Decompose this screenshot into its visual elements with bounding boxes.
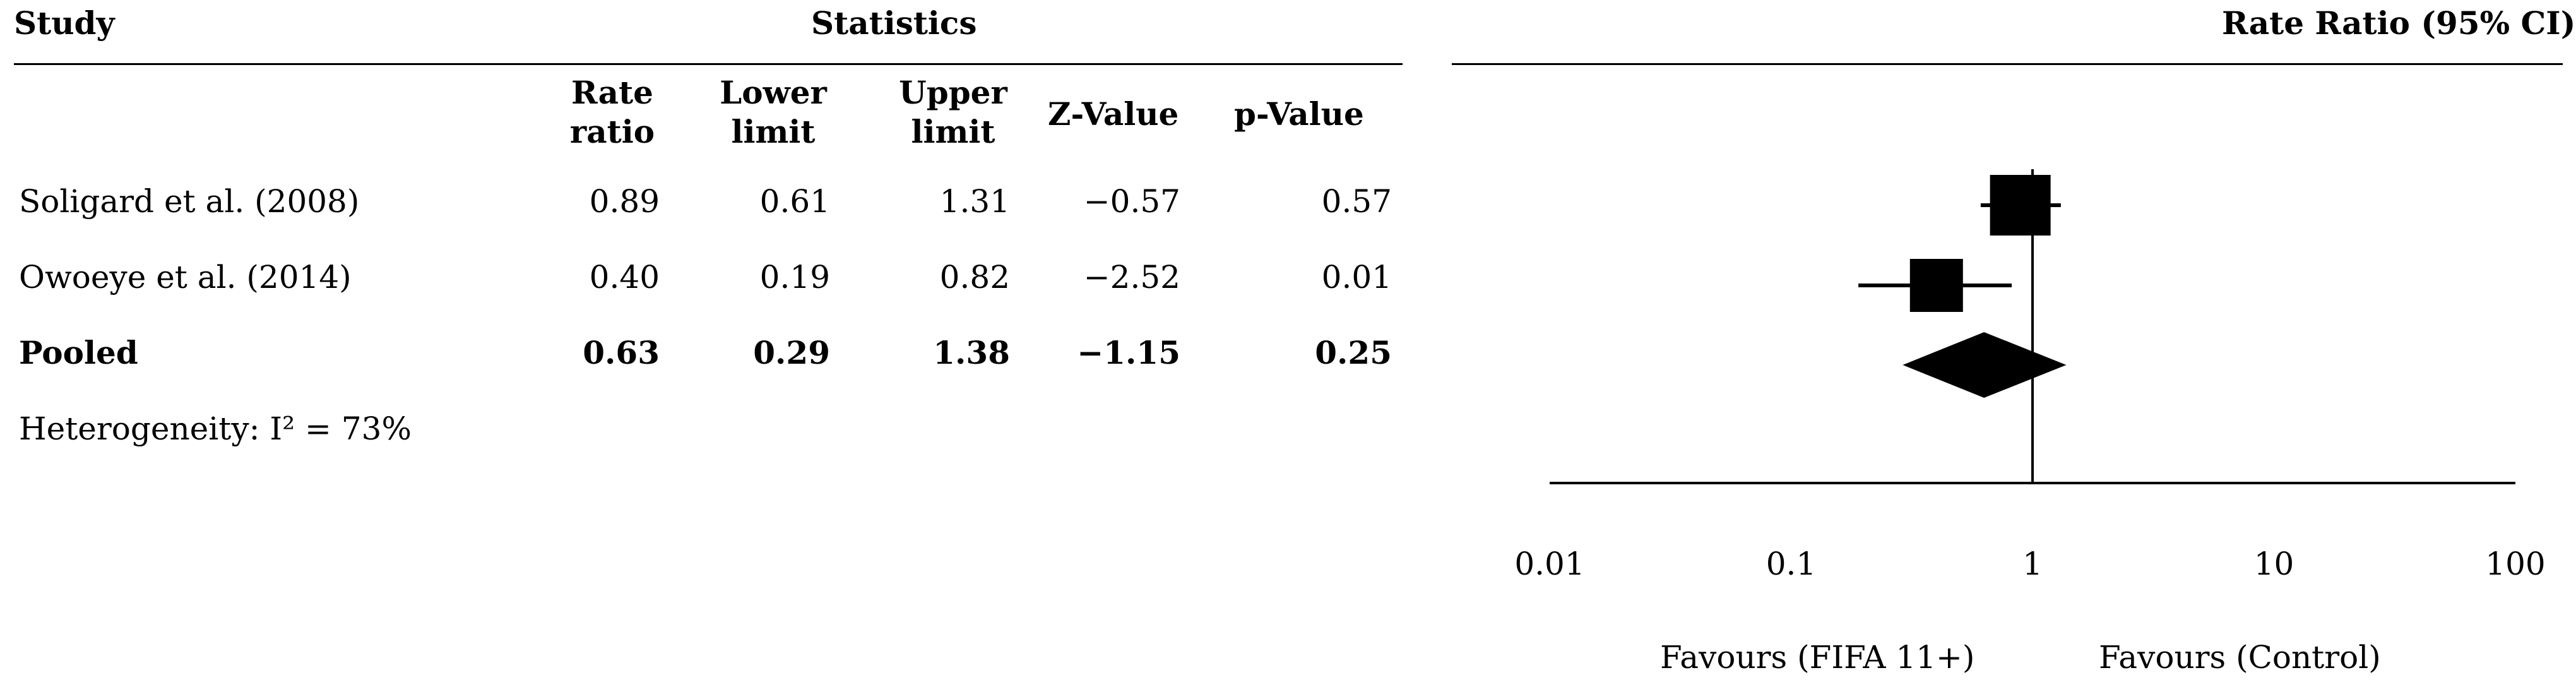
favours-left-label: Favours (FIFA 11+) bbox=[1660, 639, 1975, 676]
heterogeneity-note: Heterogeneity: I² = 73% bbox=[19, 410, 412, 447]
col-header-lower-limit-l2: limit bbox=[731, 113, 816, 150]
col-header-lower-limit: Lower limit bbox=[710, 73, 836, 152]
pooled-rate-ratio: 0.63 bbox=[583, 334, 660, 371]
x-tick-label: 0.01 bbox=[1514, 546, 1584, 582]
study-label: Owoeye et al. (2014) bbox=[19, 259, 352, 296]
x-tick-label: 100 bbox=[2485, 546, 2545, 582]
pooled-z-value: −1.15 bbox=[1077, 334, 1180, 371]
col-header-rate-ratio-l1: Rate bbox=[571, 74, 653, 111]
pooled-lower-limit: 0.29 bbox=[753, 334, 830, 371]
statistics-header: Statistics bbox=[811, 4, 977, 42]
col-header-upper-limit-l1: Upper bbox=[899, 74, 1007, 111]
col-header-upper-limit: Upper limit bbox=[890, 73, 1016, 152]
z-value: −2.52 bbox=[1083, 259, 1180, 296]
header-rule-right bbox=[1452, 63, 2563, 65]
study-column-header: Study bbox=[14, 4, 115, 42]
x-tick-label: 10 bbox=[2254, 546, 2294, 582]
x-tick-label: 0.1 bbox=[1766, 546, 1817, 582]
study-marker-square bbox=[1990, 175, 2051, 236]
p-value: 0.01 bbox=[1321, 259, 1392, 296]
z-value: −0.57 bbox=[1083, 183, 1180, 220]
study-marker-square bbox=[1909, 259, 1963, 312]
pooled-diamond bbox=[1902, 332, 2067, 398]
x-tick-label: 1 bbox=[2022, 546, 2043, 582]
pooled-label: Pooled bbox=[19, 334, 138, 371]
pooled-upper-limit: 1.38 bbox=[933, 334, 1010, 371]
col-header-upper-limit-l2: limit bbox=[911, 113, 995, 150]
header-rule-left bbox=[14, 63, 1403, 65]
col-header-rate-ratio-l2: ratio bbox=[569, 113, 655, 150]
favours-right-label: Favours (Control) bbox=[2099, 639, 2381, 676]
pooled-p-value: 0.25 bbox=[1315, 334, 1392, 371]
lower-limit-value: 0.61 bbox=[759, 183, 830, 220]
p-value: 0.57 bbox=[1321, 183, 1392, 220]
chart-title: Rate Ratio (95% CI) bbox=[2222, 4, 2576, 42]
rate-ratio-value: 0.40 bbox=[589, 259, 660, 296]
upper-limit-value: 1.31 bbox=[939, 183, 1010, 220]
lower-limit-value: 0.19 bbox=[759, 259, 830, 296]
col-header-p-value: p-Value bbox=[1234, 95, 1364, 133]
col-header-z-value: Z-Value bbox=[1048, 95, 1179, 133]
col-header-lower-limit-l1: Lower bbox=[720, 74, 827, 111]
upper-limit-value: 0.82 bbox=[939, 259, 1010, 296]
col-header-rate-ratio: Rate ratio bbox=[555, 73, 669, 152]
study-label: Soligard et al. (2008) bbox=[19, 183, 360, 220]
rate-ratio-value: 0.89 bbox=[589, 183, 660, 220]
